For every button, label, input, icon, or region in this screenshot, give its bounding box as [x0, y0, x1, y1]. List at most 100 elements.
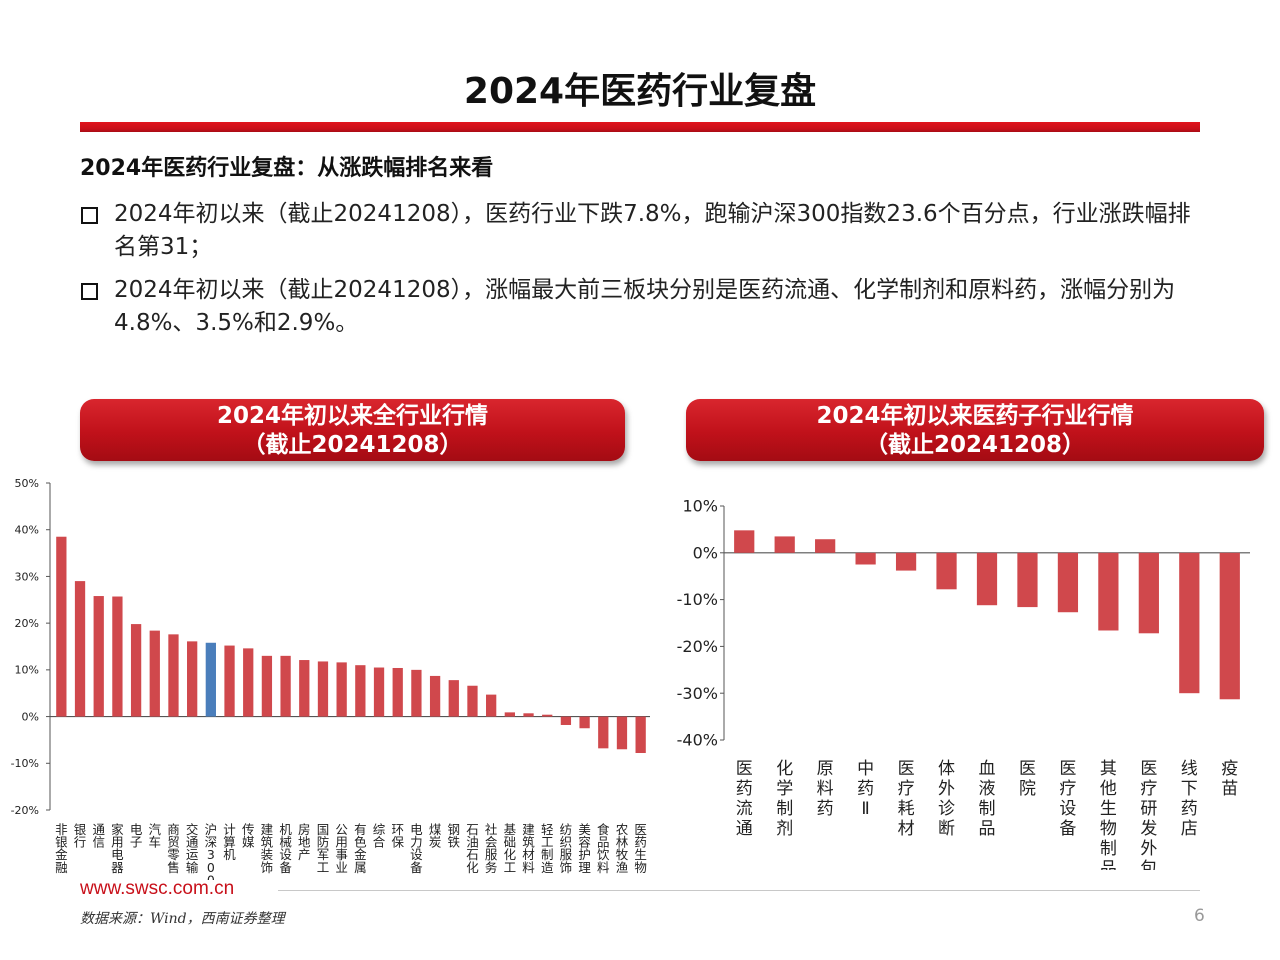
- category-label: 医院: [1019, 759, 1036, 799]
- y-tick-label: -10%: [11, 757, 39, 770]
- section-subtitle: 2024年医药行业复盘：从涨跌幅排名来看: [80, 156, 494, 181]
- bar: [1098, 552, 1119, 631]
- category-label: 血液制品: [979, 759, 996, 839]
- page-title: 2024年医药行业复盘: [463, 71, 817, 112]
- bar: [224, 645, 235, 717]
- bar: [542, 714, 553, 717]
- category-label: 建筑装饰: [261, 822, 274, 875]
- category-label: 疫苗: [1221, 759, 1238, 799]
- bullet-item: 2024年初以来（截止20241208），涨幅最大前三板块分别是医药流通、化学制…: [80, 274, 1205, 340]
- bar: [616, 716, 628, 750]
- category-label: 公用事业: [335, 822, 348, 875]
- category-label: 医药流通: [736, 759, 753, 839]
- bar: [317, 661, 329, 717]
- category-label: 医疗设备: [1059, 759, 1076, 839]
- category-label: 医疗耗材: [898, 759, 915, 839]
- bar: [168, 634, 179, 717]
- bar: [429, 675, 441, 717]
- category-label: 非银金融: [55, 822, 68, 875]
- bar: [598, 716, 609, 749]
- y-tick-label: -20%: [11, 804, 39, 817]
- category-label: 钢铁: [448, 822, 461, 850]
- category-label: 有色金属: [354, 822, 367, 875]
- category-label: 商贸零售: [167, 822, 180, 875]
- pharma-subindustry-bar-chart: -40% -30% -20% -10% 0% 10% 医药流通 化学制剂 原料药 中药 Ⅱ 医疗耗材 体…: [677, 497, 1250, 870]
- bar: [93, 596, 104, 717]
- y-tick-label: -20%: [677, 637, 718, 656]
- footer-divider: [278, 890, 1200, 891]
- category-label: 建筑材料: [522, 822, 535, 875]
- bar: [130, 624, 142, 717]
- category-label: 沪深 3 0 0: [205, 822, 218, 880]
- footer-url: www.swsc.com.cn: [80, 878, 235, 899]
- bar: [411, 669, 422, 717]
- y-tick-label: -30%: [677, 684, 718, 703]
- category-label: 美容护理: [578, 822, 591, 875]
- category-label: 农林牧渔: [616, 822, 629, 875]
- category-label: 电力设备: [410, 822, 423, 875]
- bar: [261, 655, 273, 717]
- chart-header-pharma-subindustries: 2024年初以来医药子行业行情 （截止20241208）: [686, 399, 1264, 461]
- chart-header-all-industries: 2024年初以来全行业行情 （截止20241208）: [80, 399, 625, 461]
- category-label: 原料药: [817, 759, 834, 819]
- bar: [976, 552, 998, 606]
- category-label: 通信: [92, 822, 105, 850]
- category-label: 基础化工: [504, 822, 517, 875]
- bar: [1179, 552, 1200, 694]
- category-label: 环保: [391, 822, 404, 850]
- bar: [1017, 552, 1038, 608]
- bar: [392, 667, 403, 717]
- square-bullet-icon: [81, 207, 98, 224]
- bar: [187, 641, 198, 717]
- category-label: 家用电器: [111, 822, 124, 875]
- square-bullet-icon: [81, 283, 98, 300]
- chart-header-line: （截止20241208）: [242, 432, 463, 458]
- bullet-list: 2024年初以来（截止20241208），医药行业下跌7.8%，跑输沪深300指…: [80, 198, 1205, 350]
- bar: [280, 655, 291, 717]
- category-label: 汽车: [149, 822, 162, 850]
- bar: [855, 552, 876, 565]
- industry-bar-chart: -20% -10% 0% 10% 20% 30% 40% 50% 非银金融银行通信家用电器电子汽…: [11, 477, 650, 880]
- y-tick-label: 20%: [15, 617, 39, 630]
- bar: [504, 712, 515, 717]
- category-label: 其他生物制品: [1100, 759, 1117, 870]
- category-label: 综合: [373, 822, 386, 850]
- bar: [486, 694, 497, 717]
- bar: [243, 648, 254, 717]
- bar: [149, 630, 160, 717]
- page-number: 6: [1194, 906, 1205, 926]
- bar: [355, 665, 366, 717]
- bar: [112, 596, 123, 717]
- category-label: 计算机: [223, 822, 236, 862]
- bar: [635, 716, 646, 754]
- category-label: 煤炭: [429, 822, 442, 850]
- bar: [336, 662, 347, 717]
- bar: [936, 552, 957, 590]
- y-tick-label: 50%: [15, 477, 39, 490]
- y-tick-label: 10%: [15, 664, 39, 677]
- category-label: 石油石化: [466, 822, 479, 875]
- bar: [448, 680, 459, 717]
- category-label: 国防军工: [317, 822, 330, 875]
- category-label: 传媒: [242, 822, 255, 850]
- bar: [1219, 552, 1240, 700]
- category-label: 轻工制造: [541, 822, 554, 875]
- category-label: 机械设备: [279, 822, 292, 875]
- footer-source: 数据来源：Wind，西南证券整理: [80, 911, 285, 927]
- bar: [774, 536, 795, 553]
- category-label: 医疗研发外包: [1140, 759, 1157, 870]
- category-label: 交通运输: [186, 822, 199, 875]
- bar: [205, 642, 216, 717]
- bar: [299, 660, 310, 717]
- category-label: 医药生物: [634, 822, 647, 875]
- bar: [1057, 552, 1079, 613]
- category-label: 化学制剂: [776, 759, 793, 839]
- category-label: 纺织服饰: [560, 822, 573, 875]
- y-tick-label: 10%: [682, 497, 718, 516]
- bullet-text: 2024年初以来（截止20241208），涨幅最大前三板块分别是医药流通、化学制…: [114, 277, 1176, 336]
- y-tick-label: -40%: [677, 731, 718, 750]
- category-label: 社会服务: [485, 822, 498, 875]
- bar: [895, 552, 917, 571]
- category-label: 电子: [130, 822, 143, 850]
- bar: [467, 685, 478, 717]
